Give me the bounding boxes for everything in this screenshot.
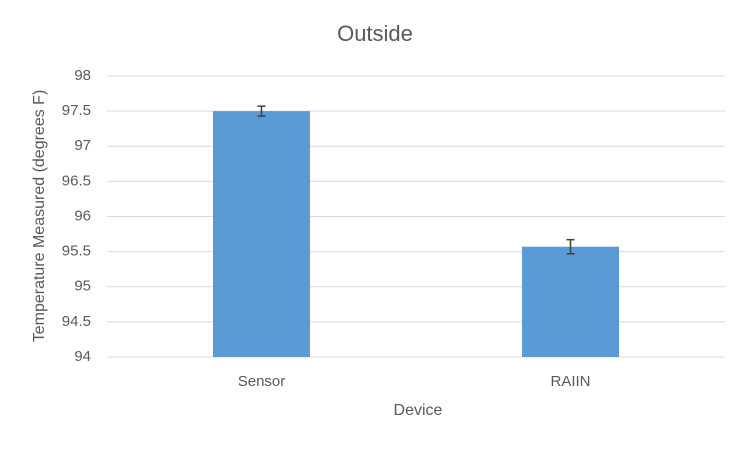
y-tick-label: 94.5 — [62, 313, 91, 330]
y-tick-label: 95.5 — [62, 243, 91, 260]
y-tick-label: 97 — [74, 137, 91, 154]
y-tick-label: 98 — [74, 67, 91, 84]
error-bar — [257, 105, 266, 117]
y-tick-label: 94 — [74, 348, 91, 365]
x-axis-title: Device — [394, 402, 443, 419]
bar — [521, 246, 620, 357]
y-axis-title: Temperature Measured (degrees F) — [31, 90, 48, 343]
chart-title: Outside — [337, 21, 413, 46]
y-tick-label: 95 — [74, 278, 91, 295]
y-tick-label: 96 — [74, 207, 91, 224]
x-tick-label: Sensor — [238, 373, 286, 390]
bar — [212, 111, 311, 357]
y-tick-label: 97.5 — [62, 102, 91, 119]
x-tick-label: RAIIN — [550, 373, 590, 390]
error-bar — [566, 238, 575, 255]
y-tick-label: 96.5 — [62, 172, 91, 189]
